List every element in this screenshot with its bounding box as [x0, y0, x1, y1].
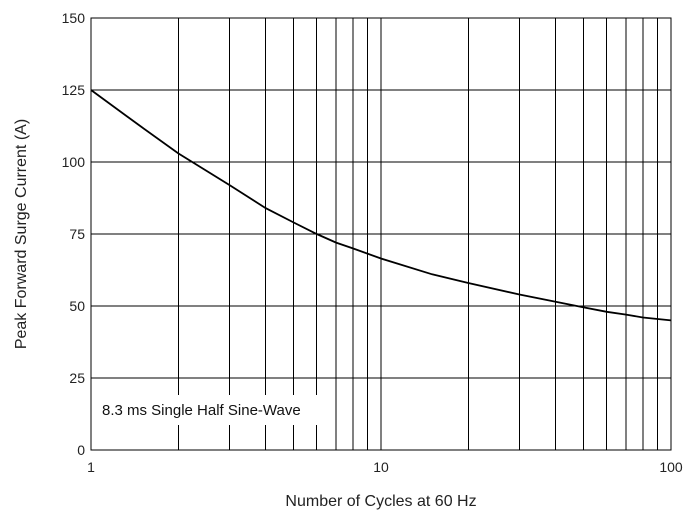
y-tick-label: 0: [77, 442, 85, 458]
y-tick-label: 25: [69, 370, 85, 386]
series-line: [90, 89, 672, 322]
plot-frame: [90, 17, 672, 451]
y-axis-title: Peak Forward Surge Current (A): [13, 119, 30, 349]
y-tick-label: 125: [62, 82, 86, 98]
y-tick-label: 150: [62, 10, 86, 26]
y-tick-label: 50: [69, 298, 85, 314]
grid: [91, 18, 671, 450]
y-tick-label: 100: [62, 154, 86, 170]
x-tick-label: 1: [87, 459, 95, 475]
x-tick-label: 100: [659, 459, 683, 475]
x-axis-title: Number of Cycles at 60 Hz: [285, 493, 476, 510]
annotation-label: 8.3 ms Single Half Sine-Wave: [102, 402, 301, 419]
annotation-box: [96, 395, 328, 425]
y-tick-label: 75: [69, 226, 85, 242]
tick-labels: 0 25 50 75 100 125 150 1 10 100: [62, 10, 683, 475]
x-tick-label: 10: [373, 459, 389, 475]
